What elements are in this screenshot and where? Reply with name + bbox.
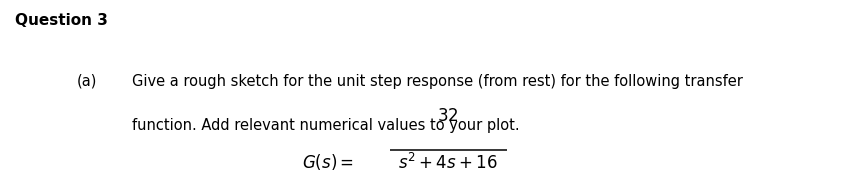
Text: $G(s) =$: $G(s) =$ [302, 152, 354, 172]
Text: Give a rough sketch for the unit step response (from rest) for the following tra: Give a rough sketch for the unit step re… [132, 74, 743, 89]
Text: $32$: $32$ [436, 107, 458, 125]
Text: function. Add relevant numerical values to your plot.: function. Add relevant numerical values … [132, 118, 520, 133]
Text: (a): (a) [77, 74, 97, 89]
Text: Question 3: Question 3 [15, 13, 108, 28]
Text: $s^2+4s+16$: $s^2+4s+16$ [398, 153, 497, 173]
